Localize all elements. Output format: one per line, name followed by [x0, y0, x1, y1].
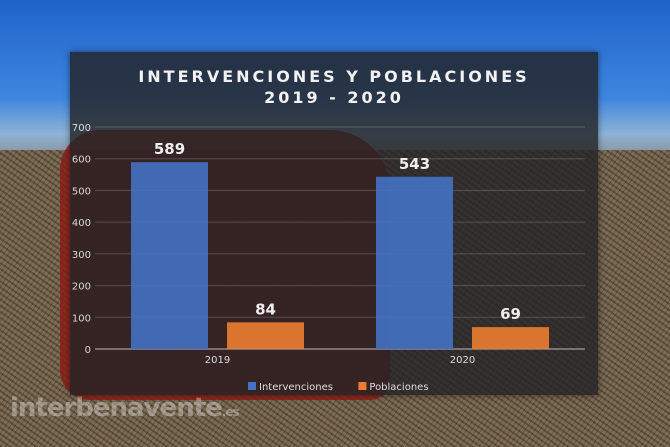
chart-title-block: INTERVENCIONES Y POBLACIONES 2019 - 2020 — [70, 66, 598, 108]
y-tick-label: 400 — [72, 218, 91, 229]
data-label: 84 — [255, 300, 276, 318]
data-label: 543 — [399, 155, 430, 173]
legend-swatch — [358, 382, 367, 390]
watermark-logo: interbenavente.es — [10, 393, 240, 423]
chart-title: INTERVENCIONES Y POBLACIONES — [138, 67, 530, 86]
y-tick-label: 200 — [72, 282, 91, 293]
x-tick-label: 2019 — [205, 355, 230, 366]
y-tick-label: 300 — [72, 250, 91, 261]
y-tick-label: 700 — [72, 123, 91, 134]
y-tick-label: 500 — [72, 186, 91, 197]
bar-intervenciones-2020 — [376, 176, 453, 349]
bar-poblaciones-2020 — [472, 327, 549, 349]
legend-label: Poblaciones — [369, 382, 428, 393]
bar-poblaciones-2019 — [227, 322, 304, 349]
y-tick-label: 100 — [72, 313, 91, 324]
legend-label: Intervenciones — [259, 382, 333, 393]
y-tick-label: 600 — [72, 155, 91, 166]
y-tick-label: 0 — [85, 345, 91, 356]
x-tick-label: 2020 — [450, 355, 475, 366]
data-label: 589 — [154, 140, 185, 158]
bar-intervenciones-2019 — [131, 162, 208, 349]
chart-subtitle: 2019 - 2020 — [264, 88, 404, 107]
legend-swatch — [248, 382, 256, 390]
data-label: 69 — [500, 305, 521, 323]
